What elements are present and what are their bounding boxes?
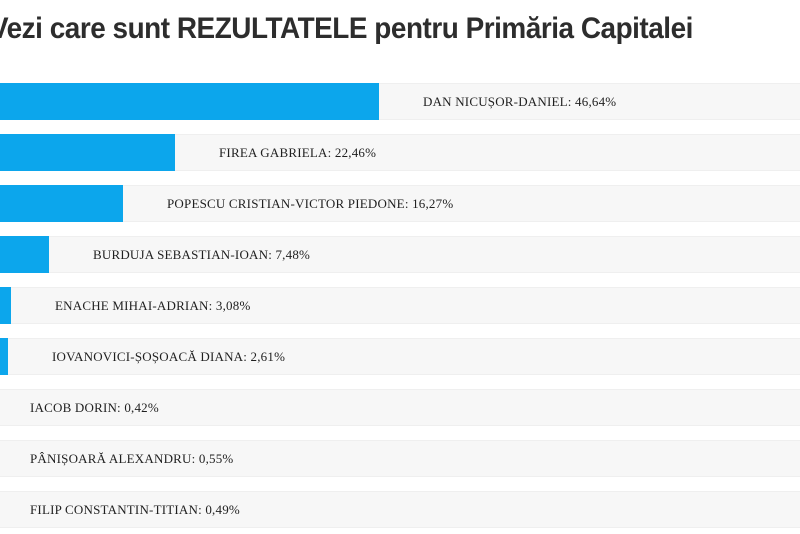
result-bar	[0, 83, 379, 120]
result-label: POPESCU CRISTIAN-VICTOR PIEDONE: 16,27%	[167, 196, 454, 211]
result-label: PÂNIȘOARĂ ALEXANDRU: 0,55%	[30, 451, 234, 466]
result-label: IACOB DORIN: 0,42%	[30, 400, 159, 415]
result-label: FIREA GABRIELA: 22,46%	[219, 145, 377, 160]
result-bar	[0, 185, 123, 222]
result-row: BURDUJA SEBASTIAN-IOAN: 7,48%	[0, 236, 800, 273]
page-title: Vezi care sunt REZULTATELE pentru Primăr…	[0, 12, 693, 45]
result-row: POPESCU CRISTIAN-VICTOR PIEDONE: 16,27%	[0, 185, 800, 222]
result-label: FILIP CONSTANTIN-TITIAN: 0,49%	[30, 502, 240, 517]
result-row: IOVANOVICI-ȘOȘOACĂ DIANA: 2,61%	[0, 338, 800, 375]
result-bar	[0, 134, 175, 171]
result-bar	[0, 338, 8, 375]
result-row: DAN NICUȘOR-DANIEL: 46,64%	[0, 83, 800, 120]
results-chart: DAN NICUȘOR-DANIEL: 46,64% FIREA GABRIEL…	[0, 83, 800, 534]
result-label: ENACHE MIHAI-ADRIAN: 3,08%	[55, 298, 251, 313]
result-row: FILIP CONSTANTIN-TITIAN: 0,49%	[0, 491, 800, 528]
result-label: DAN NICUȘOR-DANIEL: 46,64%	[423, 94, 617, 109]
result-row: IACOB DORIN: 0,42%	[0, 389, 800, 426]
result-bar	[0, 236, 49, 273]
result-row: PÂNIȘOARĂ ALEXANDRU: 0,55%	[0, 440, 800, 477]
result-label: IOVANOVICI-ȘOȘOACĂ DIANA: 2,61%	[52, 349, 286, 364]
result-bar	[0, 287, 11, 324]
result-row: FIREA GABRIELA: 22,46%	[0, 134, 800, 171]
result-row: ENACHE MIHAI-ADRIAN: 3,08%	[0, 287, 800, 324]
result-label: BURDUJA SEBASTIAN-IOAN: 7,48%	[93, 247, 311, 262]
